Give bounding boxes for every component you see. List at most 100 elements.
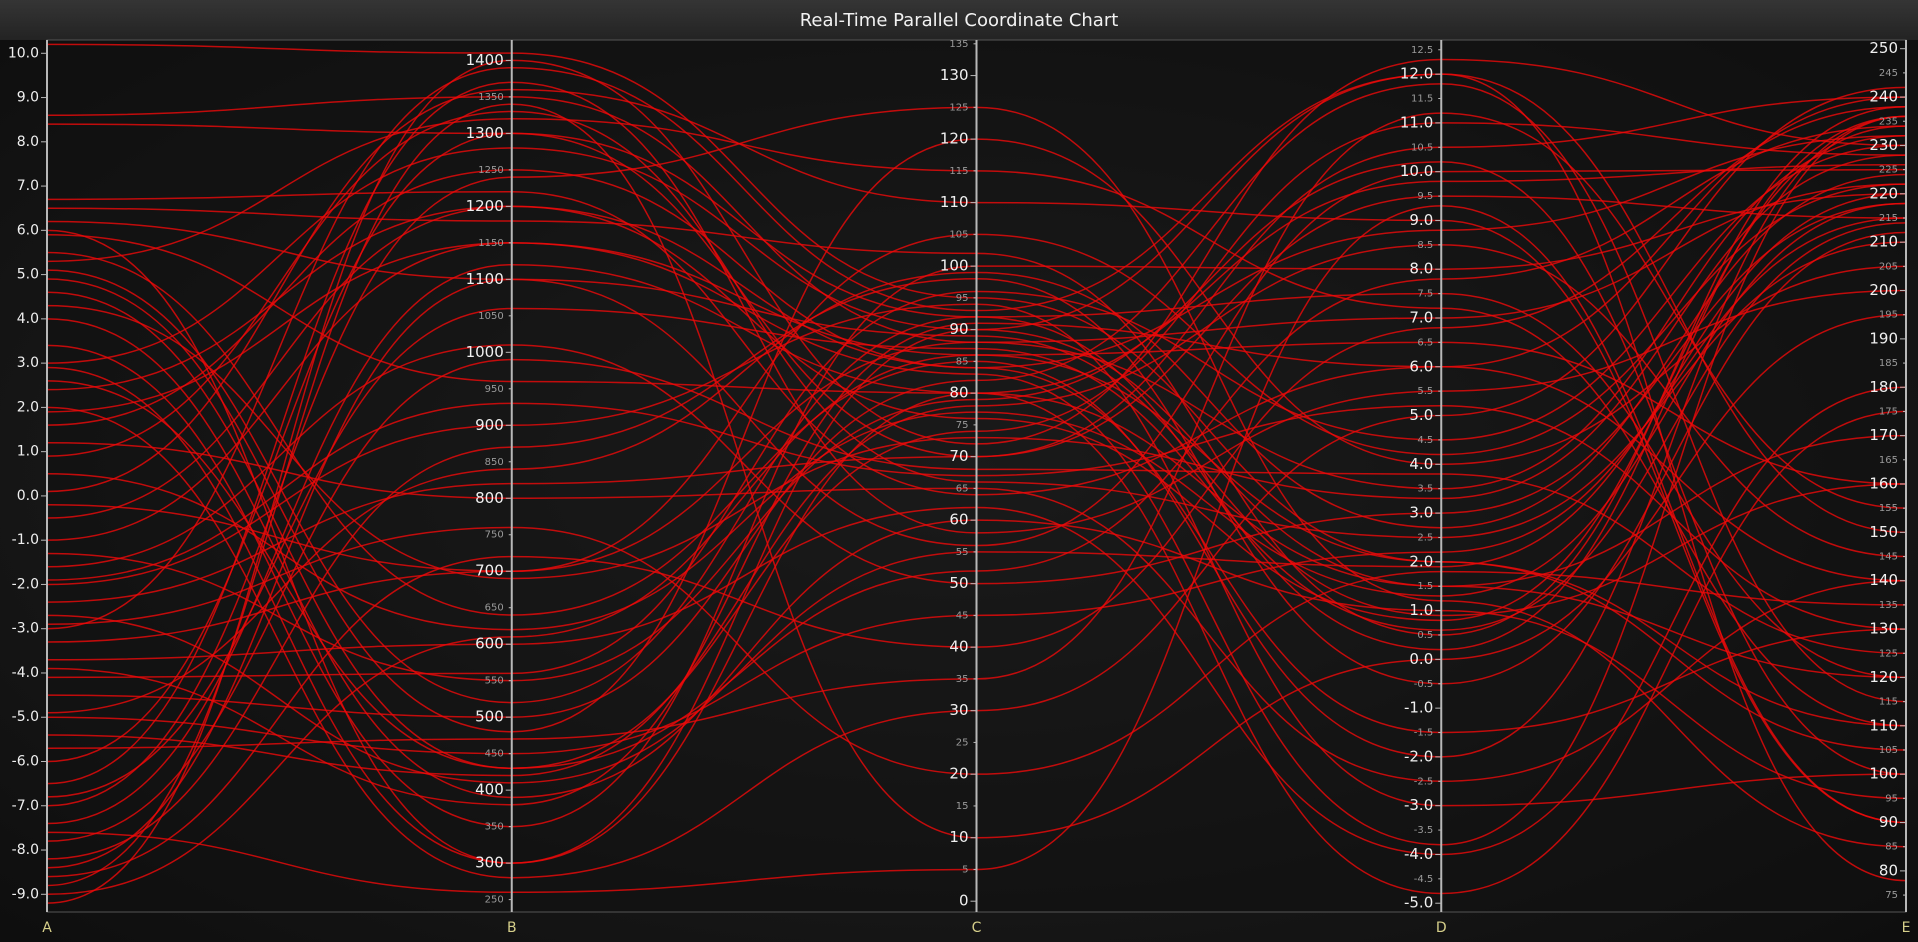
tick-label: 9.0	[1409, 211, 1433, 229]
tick-label: 130	[940, 66, 969, 84]
tick-label: 50	[949, 574, 968, 592]
tick-label: 250	[485, 895, 504, 906]
data-line	[46, 318, 1907, 800]
tick-label: 15	[956, 801, 969, 812]
tick-label: 195	[1879, 310, 1898, 321]
tick-label: 1200	[466, 197, 504, 215]
tick-label: 225	[1879, 165, 1898, 176]
tick-label: 1100	[466, 270, 504, 288]
tick-label: 0	[959, 892, 969, 910]
tick-label: 75	[956, 420, 969, 431]
data-line	[46, 138, 1907, 733]
tick-label: 1400	[466, 51, 504, 69]
tick-label: 650	[485, 603, 504, 614]
tick-label: 0.0	[1409, 650, 1433, 668]
tick-label: -1.0	[1404, 699, 1433, 717]
axis-name: B	[507, 920, 517, 936]
tick-label: 105	[949, 229, 968, 240]
tick-label: 1.5	[1417, 581, 1433, 592]
tick-label: 100	[940, 257, 969, 275]
tick-label: 60	[949, 511, 968, 529]
tick-label: 55	[956, 547, 969, 558]
tick-label: 0.0	[17, 488, 39, 504]
data-line	[46, 386, 1907, 856]
data-line	[46, 442, 1907, 783]
tick-label: 35	[956, 674, 969, 685]
data-line	[46, 66, 1907, 882]
tick-label: 0.5	[1417, 630, 1433, 641]
tick-label: -5.0	[1404, 894, 1433, 912]
tick-label: 100	[1869, 765, 1898, 783]
tick-label: 11.0	[1400, 113, 1433, 131]
tick-label: 210	[1869, 233, 1898, 251]
tick-label: 65	[956, 483, 969, 494]
tick-label: 130	[1869, 620, 1898, 638]
tick-label: 6.0	[17, 222, 39, 238]
tick-label: 115	[949, 166, 968, 177]
data-line	[46, 234, 1907, 587]
tick-label: 2.0	[1409, 552, 1433, 570]
tick-label: 120	[1869, 668, 1898, 686]
tick-label: 6.0	[1409, 357, 1433, 375]
tick-label: 115	[1879, 697, 1898, 708]
tick-label: 5.0	[1409, 406, 1433, 424]
tick-label: -3.0	[12, 621, 39, 637]
data-line	[46, 58, 1907, 904]
tick-label: 450	[485, 749, 504, 760]
tick-label: 12.0	[1400, 65, 1433, 83]
tick-label: 95	[1885, 793, 1898, 804]
tick-label: 11.5	[1411, 94, 1433, 105]
tick-label: 9.5	[1417, 191, 1433, 202]
tick-label: -0.5	[1414, 679, 1434, 690]
axis-name: A	[42, 920, 52, 936]
tick-label: 400	[475, 781, 504, 799]
tick-label: 9.0	[17, 90, 39, 106]
title-bar	[0, 0, 1918, 40]
data-line	[46, 83, 1907, 718]
tick-label: 155	[1879, 503, 1898, 514]
tick-label: 12.5	[1411, 45, 1433, 56]
tick-label: 600	[475, 635, 504, 653]
data-line	[46, 231, 1907, 860]
tick-label: 245	[1879, 68, 1898, 79]
tick-label: 8.0	[1409, 260, 1433, 278]
tick-label: 75	[1885, 890, 1898, 901]
tick-label: 105	[1879, 745, 1898, 756]
tick-label: 20	[949, 765, 968, 783]
tick-label: 900	[475, 416, 504, 434]
tick-label: 250	[1869, 39, 1898, 57]
data-line	[46, 96, 1907, 603]
tick-label: 160	[1869, 474, 1898, 492]
tick-label: 220	[1869, 184, 1898, 202]
tick-label: 10	[949, 828, 968, 846]
tick-label: 215	[1879, 213, 1898, 224]
axis-name: E	[1902, 920, 1911, 936]
tick-label: -4.5	[1414, 874, 1434, 885]
tick-label: 135	[949, 39, 968, 50]
tick-label: 2.0	[17, 399, 39, 415]
tick-label: 30	[949, 701, 968, 719]
tick-label: 6.5	[1417, 337, 1433, 348]
tick-label: -2.5	[1414, 776, 1434, 787]
tick-label: 1.0	[1409, 601, 1433, 619]
data-line	[46, 303, 1907, 807]
data-line	[46, 269, 1907, 704]
tick-label: 10.0	[1400, 162, 1433, 180]
tick-label: 300	[475, 854, 504, 872]
tick-label: 3.0	[17, 355, 39, 371]
data-line	[46, 125, 1907, 769]
tick-label: -1.0	[12, 532, 39, 548]
tick-label: 700	[475, 562, 504, 580]
tick-label: 95	[956, 293, 969, 304]
tick-label: 4.5	[1417, 435, 1433, 446]
data-line	[46, 358, 1907, 842]
tick-label: 235	[1879, 116, 1898, 127]
tick-label: 110	[1869, 716, 1898, 734]
tick-label: 8.0	[17, 134, 39, 150]
tick-label: 10.5	[1411, 142, 1433, 153]
tick-label: 70	[949, 447, 968, 465]
tick-label: 140	[1869, 571, 1898, 589]
tick-label: 1050	[478, 311, 503, 322]
data-line	[46, 122, 1907, 769]
